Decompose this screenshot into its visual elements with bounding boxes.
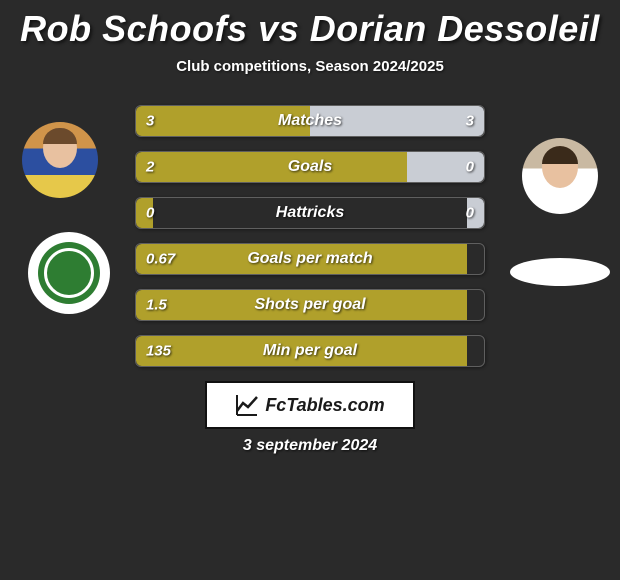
stat-value-left: 135 [146, 343, 171, 360]
site-badge-text: FcTables.com [265, 395, 384, 416]
stat-value-left: 2 [146, 159, 154, 176]
stat-row: Goals per match 0.67 [135, 243, 485, 275]
stat-row: Shots per goal 1.5 [135, 289, 485, 321]
stat-label: Goals per match [247, 250, 372, 268]
stat-label: Matches [278, 112, 342, 130]
stat-label: Goals [288, 158, 332, 176]
stat-value-left: 0 [146, 205, 154, 222]
stat-label: Hattricks [276, 204, 344, 222]
stat-label: Shots per goal [254, 296, 365, 314]
stat-bar-left [136, 152, 407, 182]
stat-row: Goals 2 0 [135, 151, 485, 183]
subtitle: Club competitions, Season 2024/2025 [0, 58, 620, 75]
stat-value-right: 0 [466, 205, 474, 222]
page-title: Rob Schoofs vs Dorian Dessoleil [0, 8, 620, 50]
stat-row: Matches 3 3 [135, 105, 485, 137]
stat-row: Hattricks 0 0 [135, 197, 485, 229]
stat-row: Min per goal 135 [135, 335, 485, 367]
stat-value-right: 0 [466, 159, 474, 176]
chart-icon [235, 393, 259, 417]
stat-value-right: 3 [466, 113, 474, 130]
stat-value-left: 1.5 [146, 297, 167, 314]
stat-label: Min per goal [263, 342, 357, 360]
stats-block: Matches 3 3 Goals 2 0 Hattricks 0 0 Goals per mat… [0, 105, 620, 367]
site-badge[interactable]: FcTables.com [205, 381, 415, 429]
date: 3 september 2024 [0, 437, 620, 455]
stat-value-left: 3 [146, 113, 154, 130]
comparison-container: Rob Schoofs vs Dorian Dessoleil Club com… [0, 0, 620, 580]
stat-value-left: 0.67 [146, 251, 175, 268]
